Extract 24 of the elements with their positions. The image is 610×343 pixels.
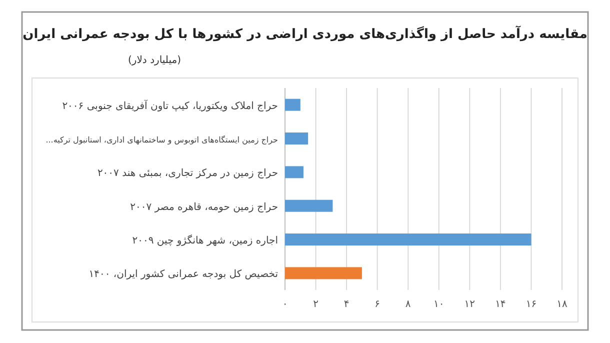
- x-tick-label: ۶: [374, 299, 380, 310]
- x-tick-label: ۲: [313, 299, 318, 310]
- y-tick-label: حراج زمین در مرکز تجاری، بمبئی هند ۲۰۰۷: [97, 168, 278, 180]
- bar: [285, 234, 532, 246]
- x-tick-label: ۱۶: [526, 299, 537, 310]
- y-tick-label: حراج املاک ویکتوریا، کیپ تاون آفریقای جنوبی ۲۰۰۶: [62, 98, 278, 112]
- x-tick-label: ۱۴: [495, 299, 506, 310]
- x-tick-label: ۴: [344, 299, 350, 310]
- x-tick-label: ۱۲: [464, 299, 476, 310]
- x-tick-label: ۰: [282, 299, 288, 310]
- y-tick-label: اجاره زمین، شهر هانگژو چین ۲۰۰۹: [132, 234, 278, 246]
- x-tick-label: ۸: [405, 299, 412, 310]
- bar: [285, 98, 300, 111]
- x-tick-label: ۱۰: [434, 299, 444, 310]
- y-tick-label: حراج زمین ایستگاه‌های اتوبوس و ساختمانهای اداری، استانبول ترکیه...: [46, 134, 278, 144]
- y-tick-label: تخصیص کل بودجه عمرانی کشور ایران، ۱۴۰۰: [88, 269, 278, 280]
- bar: [285, 166, 304, 178]
- bar: [285, 267, 362, 280]
- y-tick-label: حراج زمین حومه، قاهره مصر ۲۰۰۷: [130, 202, 278, 213]
- chart-title: مقایسه درآمد حاصل از واگذاری‌های موردی اراضی در کشورها با کل بودجه عمرانی ایران: [22, 25, 588, 42]
- bar: [285, 132, 308, 144]
- bar: [285, 200, 333, 212]
- text: (میلیارد دلار): [128, 55, 182, 66]
- x-tick-label: ۱۸: [556, 299, 568, 310]
